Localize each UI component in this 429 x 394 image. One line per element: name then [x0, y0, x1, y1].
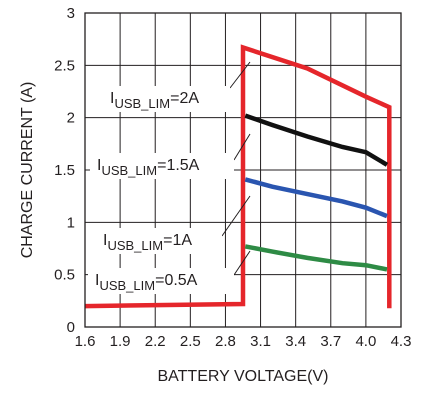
- series-label-value: =1A: [163, 232, 192, 249]
- leader-line: [221, 195, 251, 237]
- leader-line: [233, 250, 251, 276]
- x-tick-label: 1.9: [110, 333, 131, 350]
- series-labels: IUSB_LIM=2AIUSB_LIM=1.5AIUSB_LIM=1AIUSB_…: [88, 61, 251, 294]
- y-tick-label: 2.5: [54, 57, 75, 74]
- y-tick-label: 0: [67, 319, 75, 336]
- series-label: IUSB_LIM=1.5A: [97, 157, 200, 178]
- leader-line: [233, 133, 251, 161]
- series-label-main: I: [95, 272, 99, 289]
- x-tick-label: 3.7: [320, 333, 341, 350]
- x-tick-label: 2.2: [145, 333, 166, 350]
- x-tick-label: 4.0: [355, 333, 376, 350]
- y-tick-label: 2: [67, 110, 75, 127]
- series-label-main: I: [110, 90, 114, 107]
- series-line: [244, 177, 388, 219]
- tick-labels: 1.6 1.9 2.2 2.5 2.8 3.1 3.4 3.7 4.0 4.3 0 0.5 1 1.5 2 2…: [54, 5, 411, 350]
- plot-frame: [84, 12, 402, 328]
- y-axis-label: CHARGE CURRENT (A): [19, 82, 36, 259]
- series-label-subscript: USB_LIM: [114, 96, 170, 111]
- x-tick-label: 3.1: [250, 333, 271, 350]
- series-label-subscript: USB_LIM: [107, 238, 163, 253]
- series-label-background: [90, 153, 234, 179]
- x-tick-label: 4.3: [391, 333, 412, 350]
- x-tick-label: 2.8: [215, 333, 236, 350]
- y-tick-label: 3: [67, 5, 75, 22]
- leader-line: [229, 61, 251, 89]
- series-label-value: =0.5A: [155, 272, 198, 289]
- series-label-background: [104, 86, 230, 112]
- y-tick-label: 1.5: [54, 162, 75, 179]
- series-lines: [84, 44, 392, 309]
- series-label-subscript: USB_LIM: [99, 278, 155, 293]
- series-line: [244, 244, 388, 272]
- series-label-value: =2A: [170, 90, 199, 107]
- x-tick-label: 3.4: [285, 333, 306, 350]
- x-tick-label: 2.5: [180, 333, 201, 350]
- x-tick-label: 1.6: [75, 333, 96, 350]
- series-label-main: I: [103, 232, 107, 249]
- series-label: IUSB_LIM=2A: [110, 90, 199, 111]
- series-label-main: I: [97, 157, 101, 174]
- series-line: [84, 44, 392, 309]
- series-line: [244, 113, 389, 167]
- series-label-value: =1.5A: [157, 157, 200, 174]
- series-label: IUSB_LIM=0.5A: [95, 272, 198, 293]
- y-tick-label: 0.5: [54, 267, 75, 284]
- x-axis-label: BATTERY VOLTAGE(V): [158, 368, 329, 385]
- y-tick-label: 1: [67, 214, 75, 231]
- series-label-background: [88, 268, 234, 294]
- series-label-subscript: USB_LIM: [101, 163, 157, 178]
- series-label: IUSB_LIM=1A: [103, 232, 192, 253]
- series-label-background: [96, 228, 222, 254]
